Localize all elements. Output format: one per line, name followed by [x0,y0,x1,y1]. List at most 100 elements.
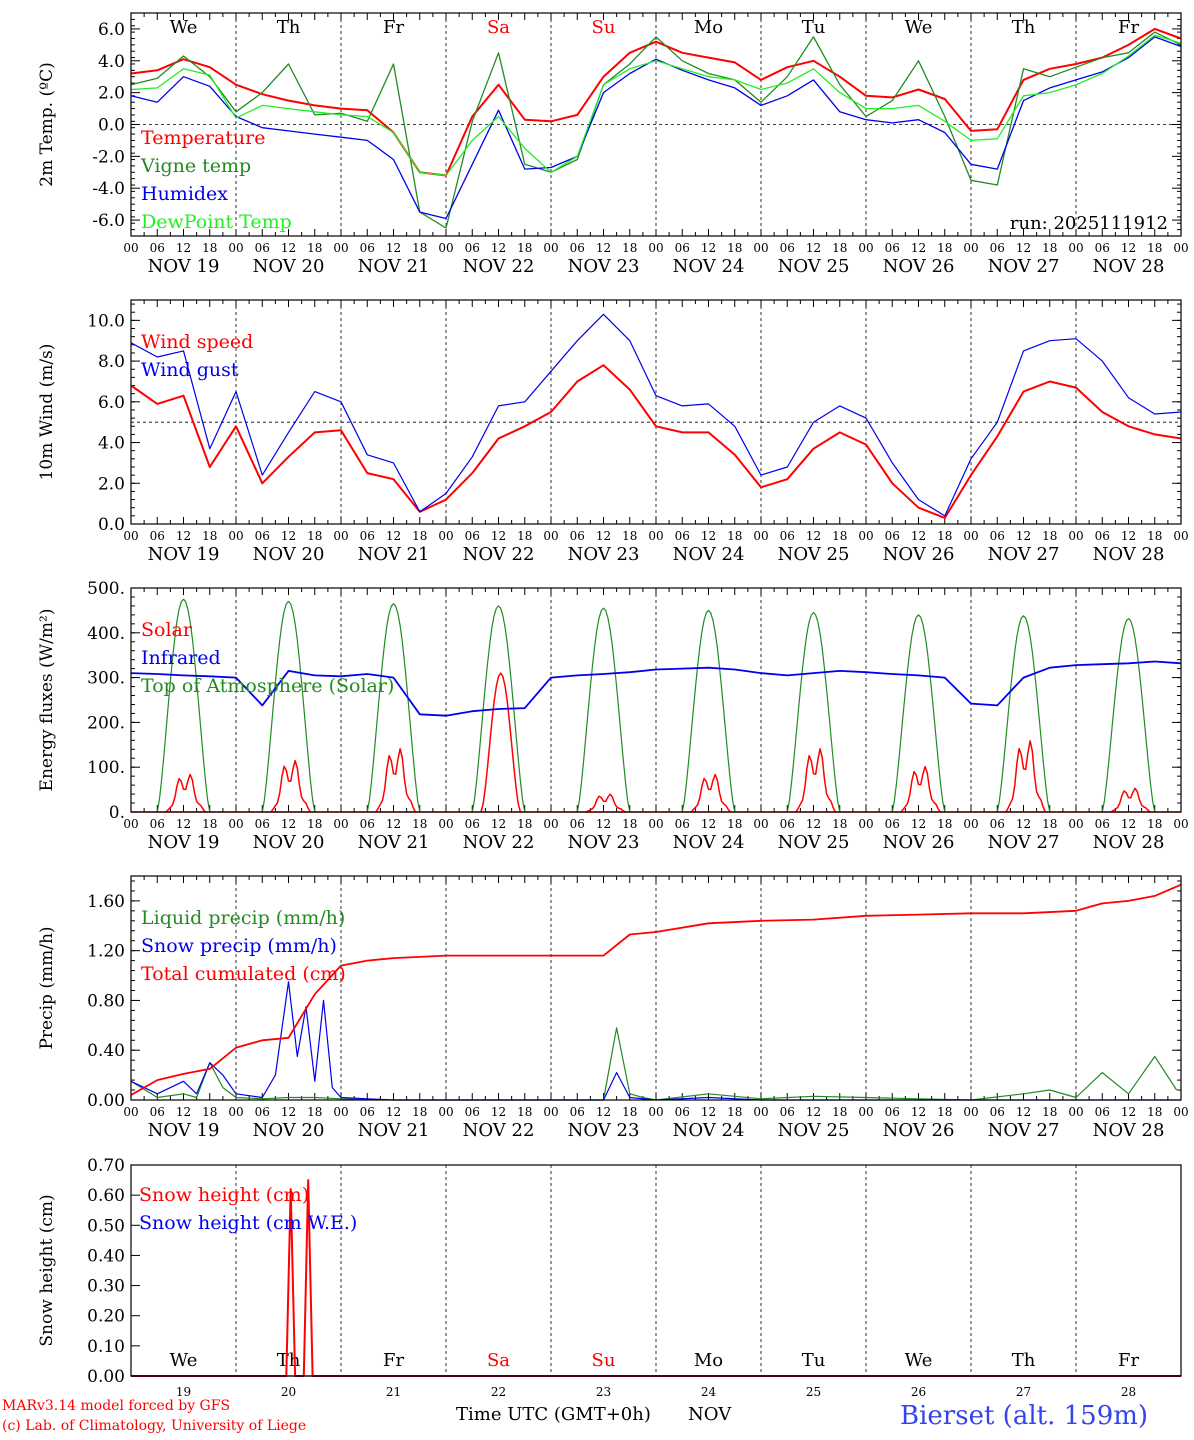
legend-entry: Liquid precip (mm/h) [141,907,345,929]
hour-tick-label: 12 [386,529,401,543]
y-tick-label: 1.20 [87,942,125,962]
hour-tick-label: 00 [963,241,978,255]
date-label: NOV 25 [778,544,850,565]
series-line [130,27,1182,177]
legend-entry: Temperature [141,127,265,149]
hour-tick-label: 18 [412,241,427,255]
hour-tick-label: 00 [228,817,243,831]
hour-tick-label: 06 [990,817,1005,831]
hour-tick-label: 12 [1016,241,1031,255]
hour-tick-label: 06 [1095,241,1110,255]
hour-tick-label: 06 [1095,817,1110,831]
hour-tick-label: 06 [780,241,795,255]
hour-tick-label: 12 [911,529,926,543]
day-number: 27 [1016,1385,1031,1399]
plot-frame [130,1164,1182,1377]
hour-tick-label: 06 [780,817,795,831]
hour-tick-label: 06 [675,1105,690,1119]
hour-tick-label: 18 [937,1105,952,1119]
hour-tick-label: 12 [1121,529,1136,543]
date-label: NOV 23 [568,256,640,277]
hour-tick-label: 00 [333,529,348,543]
hour-tick-label: 18 [1042,529,1057,543]
hour-tick-label: 06 [465,817,480,831]
hour-tick-label: 00 [963,817,978,831]
hour-tick-label: 00 [333,241,348,255]
hour-tick-label: 06 [255,241,270,255]
hour-tick-label: 00 [858,1105,873,1119]
hour-tick-label: 00 [753,817,768,831]
y-tick-label: 200. [87,713,125,733]
hour-tick-label: 06 [885,241,900,255]
hour-tick-label: 00 [753,1105,768,1119]
y-axis-label: 10m Wind (m/s) [37,344,57,481]
hour-tick-label: 18 [517,529,532,543]
y-tick-label: 0.30 [87,1277,125,1297]
station-label: Bierset (alt. 159m) [900,1401,1149,1431]
hour-tick-label: 06 [885,817,900,831]
weekday-label: Fr [1118,17,1139,38]
legend-entry: DewPoint Temp [141,211,292,233]
legend-entry: Humidex [141,183,228,205]
y-tick-label: 0.10 [87,1337,125,1357]
hour-tick-label: 06 [150,817,165,831]
weekday-label: Th [1012,17,1036,38]
hour-tick-label: 00 [543,529,558,543]
hour-tick-label: 18 [1147,241,1162,255]
legend-entry: Wind speed [141,331,253,353]
date-label: NOV 24 [673,544,745,565]
weekday-label: We [905,17,933,38]
hour-tick-label: 18 [412,817,427,831]
hour-tick-label: 18 [937,241,952,255]
y-tick-label: 0.0 [98,515,125,535]
date-label: NOV 27 [988,1120,1060,1141]
weekday-label: Fr [383,17,404,38]
hour-tick-label: 12 [491,529,506,543]
toa-curve [996,615,1051,813]
hour-tick-label: 18 [937,817,952,831]
y-tick-label: 500. [87,579,125,599]
weekday-label: Mo [694,1350,723,1371]
hour-tick-label: 12 [911,1105,926,1119]
hour-tick-label: 06 [1095,1105,1110,1119]
hour-tick-label: 06 [990,241,1005,255]
date-label: NOV 26 [883,256,955,277]
hour-tick-label: 00 [963,529,978,543]
y-tick-label: 6.0 [98,20,125,40]
hour-tick-label: 12 [176,1105,191,1119]
hour-tick-label: 06 [990,1105,1005,1119]
y-tick-label: 0.20 [87,1307,125,1327]
hour-tick-label: 18 [622,529,637,543]
series-line [130,1027,1178,1101]
series-line [130,34,1182,177]
hour-tick-label: 18 [202,1105,217,1119]
plot-frame [130,587,1182,813]
toa-curve [471,605,526,813]
hour-tick-label: 00 [858,529,873,543]
hour-tick-label: 00 [648,241,663,255]
hour-tick-label: 12 [491,1105,506,1119]
hour-tick-label: 18 [412,1105,427,1119]
date-label: NOV 24 [673,832,745,853]
hour-tick-label: 18 [1042,241,1057,255]
hour-tick-label: 00 [333,1105,348,1119]
day-number: 20 [281,1385,296,1399]
hour-tick-label: 06 [570,241,585,255]
date-label: NOV 21 [358,544,430,565]
hour-tick-label: 00 [858,817,873,831]
y-tick-label: 10.0 [87,311,125,331]
date-label: NOV 28 [1093,832,1165,853]
date-label: NOV 25 [778,256,850,277]
hour-tick-label: 00 [543,241,558,255]
hour-tick-label: 00 [1068,241,1083,255]
hour-tick-label: 18 [832,241,847,255]
weekday-label: Sa [487,17,510,38]
y-axis-label: Energy fluxes (W/m²) [37,609,57,792]
hour-tick-label: 06 [360,529,375,543]
series-line [130,364,1182,519]
hour-tick-label: 12 [386,817,401,831]
legend-entry: Wind gust [141,359,239,381]
hour-tick-label: 12 [701,529,716,543]
day-number: 26 [911,1385,926,1399]
hour-tick-label: 12 [281,241,296,255]
